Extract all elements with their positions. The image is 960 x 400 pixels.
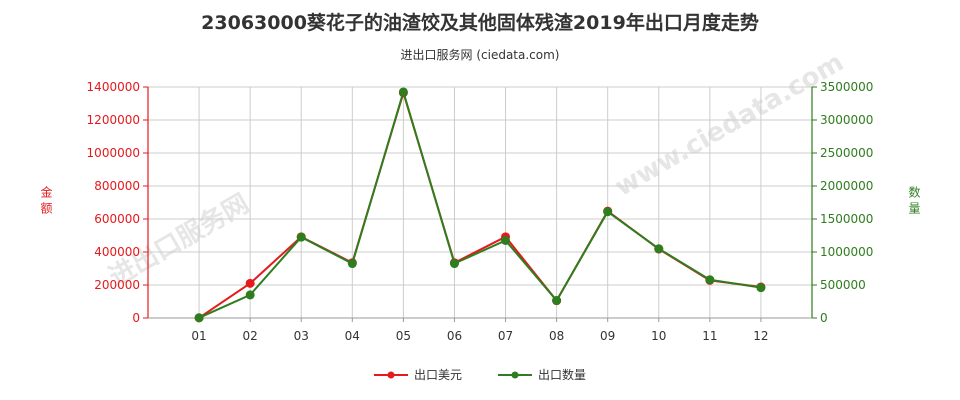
legend-item-export-qty[interactable]: 出口数量: [498, 366, 586, 383]
x-tick-label: 08: [549, 329, 564, 343]
right-tick-label: 2500000: [820, 146, 873, 160]
series-line-export-qty: [198, 88, 762, 319]
data-point-export-qty: [756, 283, 766, 293]
right-tick-label: 1000000: [820, 245, 873, 259]
left-tick-label: 800000: [94, 179, 140, 193]
x-tick-label: 04: [345, 329, 360, 343]
x-tick-label: 02: [243, 329, 258, 343]
left-tick-label: 1200000: [87, 113, 140, 127]
right-axis-title: 数量: [907, 186, 921, 218]
series-line-export-usd: [198, 89, 762, 319]
data-point-export-usd: [245, 278, 255, 288]
left-tick-label: 1000000: [87, 146, 140, 160]
legend-swatch-export-qty: [498, 371, 532, 378]
data-point-export-qty: [501, 235, 511, 245]
right-tick-label: 1500000: [820, 212, 873, 226]
data-point-export-qty: [245, 290, 255, 300]
chart-legend: 出口美元 出口数量: [0, 366, 960, 383]
x-tick-label: 05: [396, 329, 411, 343]
x-tick-label: 07: [498, 329, 513, 343]
left-tick-label: 600000: [94, 212, 140, 226]
data-point-export-qty: [449, 259, 459, 269]
legend-label-export-qty: 出口数量: [538, 368, 587, 382]
data-point-export-qty: [194, 313, 204, 323]
data-point-export-qty: [347, 259, 357, 269]
left-tick-label: 0: [132, 311, 140, 325]
data-point-export-qty: [603, 207, 613, 217]
data-point-export-qty: [296, 232, 306, 242]
data-point-export-qty: [654, 244, 664, 254]
x-tick-label: 12: [753, 329, 768, 343]
data-point-export-qty: [552, 296, 562, 306]
chart-title: 23063000葵花子的油渣饺及其他固体残渣2019年出口月度走势: [201, 12, 759, 34]
x-tick-label: 03: [294, 329, 309, 343]
x-tick-label: 09: [600, 329, 615, 343]
right-tick-label: 0: [820, 311, 828, 325]
data-point-export-qty: [705, 275, 715, 285]
right-tick-label: 3500000: [820, 80, 873, 94]
left-tick-label: 1400000: [87, 80, 140, 94]
right-tick-label: 500000: [820, 278, 866, 292]
chart-subtitle: 进出口服务网 (ciedata.com): [400, 48, 560, 62]
x-tick-label: 01: [191, 329, 206, 343]
legend-label-export-usd: 出口美元: [413, 368, 462, 382]
left-tick-label: 200000: [94, 278, 140, 292]
right-tick-label: 3000000: [820, 113, 873, 127]
right-tick-label: 2000000: [820, 179, 873, 193]
left-axis-title: 金额: [39, 186, 53, 218]
left-tick-label: 400000: [94, 245, 140, 259]
x-tick-label: 10: [651, 329, 666, 343]
x-tick-label: 06: [447, 329, 462, 343]
legend-swatch-export-usd: [373, 371, 408, 378]
x-tick-label: 11: [702, 329, 717, 343]
legend-item-export-usd[interactable]: 出口美元: [373, 366, 462, 383]
data-point-export-qty: [398, 87, 408, 97]
